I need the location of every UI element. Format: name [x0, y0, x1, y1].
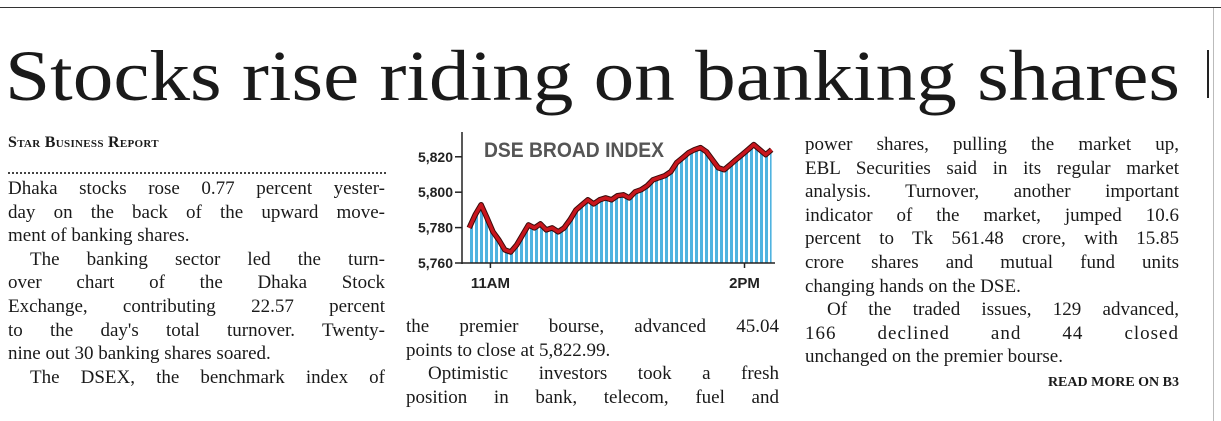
y-tick-label: 5,760 [418, 255, 453, 271]
text-line: EBL Securities said in its regular marke… [805, 157, 1179, 179]
text-line: position in bank, telecom, fuel and [406, 386, 779, 408]
text-line: changing hands on the DSE. [805, 275, 1021, 297]
headline-bar [1207, 50, 1209, 98]
text-line: day on the back of the upward move- [8, 201, 385, 223]
text-line: indicator of the market, jumped 10.6 [805, 204, 1179, 226]
area [469, 144, 772, 263]
text-line: 166 declined and 44 closed [805, 322, 1179, 344]
line [467, 142, 773, 254]
text-line: percent to Tk 561.48 crore, with 15.85 [805, 228, 1179, 250]
column: power shares, pulling the market up, EBL… [805, 133, 1179, 395]
text-line: Dhaka stocks rose 0.77 percent yester- [8, 178, 385, 199]
text-line: The DSEX, the benchmark index of [30, 366, 385, 388]
text-line: over chart of the Dhaka Stock [8, 272, 385, 294]
headline: Stocks rise riding on banking shares [5, 36, 1180, 116]
read-more: READ MORE ON B3 [1047, 374, 1179, 390]
headline-svg: Stocks rise riding on banking shares [5, 36, 1180, 116]
x-tick-label: 2PM [729, 275, 760, 292]
text-line: power shares, pulling the market up, [805, 134, 1179, 155]
text-line: analysis. Turnover, another important [805, 181, 1179, 203]
column: Dhaka stocks rose 0.77 percent yester- d… [8, 177, 385, 389]
y-tick-label: 5,820 [418, 149, 453, 165]
top-rule [0, 7, 1221, 8]
text-line: Optimistic investors took a fresh [428, 363, 779, 385]
text-line: nine out 30 banking shares soared. [8, 343, 271, 365]
text-line: to the day's total turnover. Twenty- [8, 319, 385, 341]
text-line: the premier bourse, advanced 45.04 [406, 316, 779, 337]
text-line: Exchange, contributing 22.57 percent [8, 295, 385, 317]
text-line: unchanged on the premier bourse. [805, 346, 1063, 368]
text-line: Of the traded issues, 129 advanced, [827, 299, 1179, 321]
byline-rule [8, 172, 386, 174]
y-tick-label: 5,780 [418, 220, 453, 236]
byline: Star Business Report [8, 134, 159, 151]
text-line: ment of banking shares. [8, 225, 190, 247]
text-line: crore shares and mutual fund units [805, 251, 1179, 273]
y-tick-label: 5,800 [418, 184, 453, 200]
text-line: points to close at 5,822.99. [406, 339, 611, 361]
text-line: The banking sector led the turn- [30, 248, 385, 270]
page-edge [1213, 8, 1214, 421]
column: the premier bourse, advanced 45.04 point… [406, 315, 779, 409]
x-tick-label: 11AM [471, 275, 510, 292]
chart-title: DSE BROAD INDEX [484, 139, 664, 162]
